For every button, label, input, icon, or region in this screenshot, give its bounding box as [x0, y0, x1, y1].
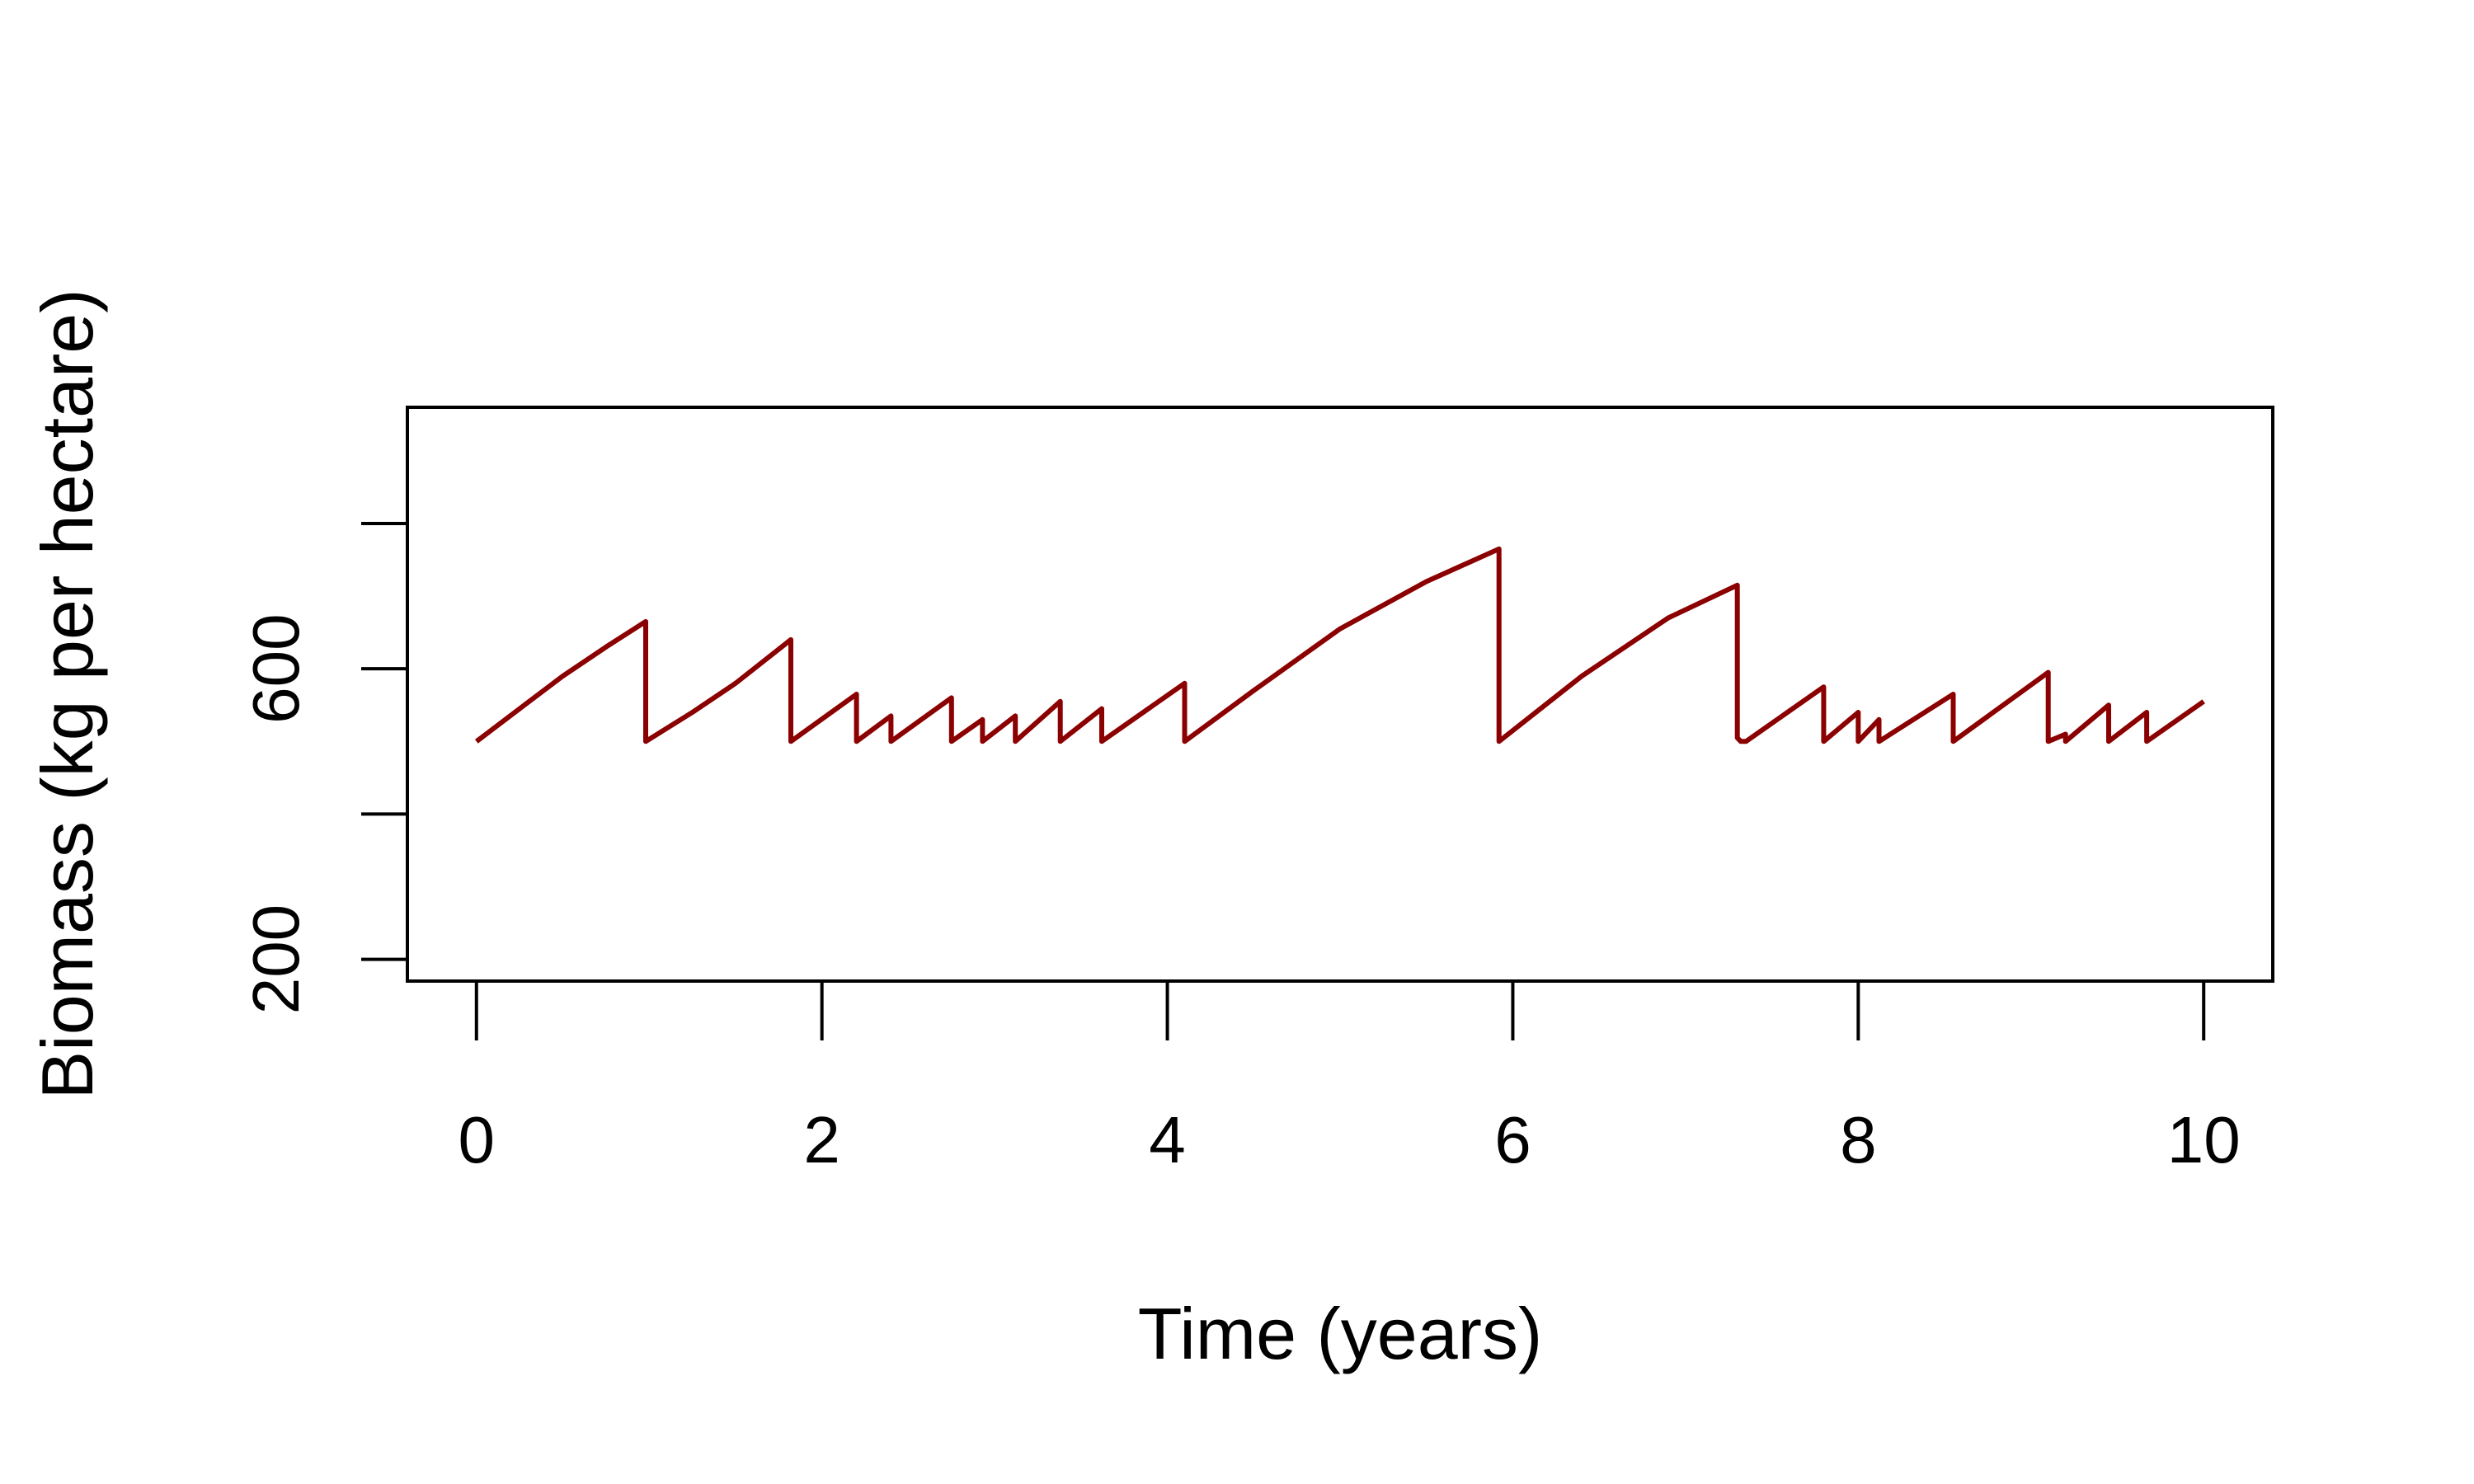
y-tick-label: 600 [239, 613, 313, 723]
x-tick-label: 0 [459, 1103, 496, 1176]
x-tick-label: 10 [2167, 1103, 2241, 1176]
x-axis: 0 2 4 6 8 10 [459, 979, 2241, 1176]
x-tick-label: 2 [803, 1103, 840, 1176]
biomass-series-line [474, 546, 2205, 744]
y-tick-label: 200 [239, 904, 313, 1014]
x-tick-label: 6 [1494, 1103, 1531, 1176]
x-tick-label: 4 [1149, 1103, 1186, 1176]
x-axis-label: Time (years) [1138, 1293, 1543, 1374]
y-axis: 200 600 [239, 521, 409, 1014]
y-axis-label: Biomass (kg per hectare) [26, 289, 108, 1099]
x-tick-label: 8 [1840, 1103, 1877, 1176]
